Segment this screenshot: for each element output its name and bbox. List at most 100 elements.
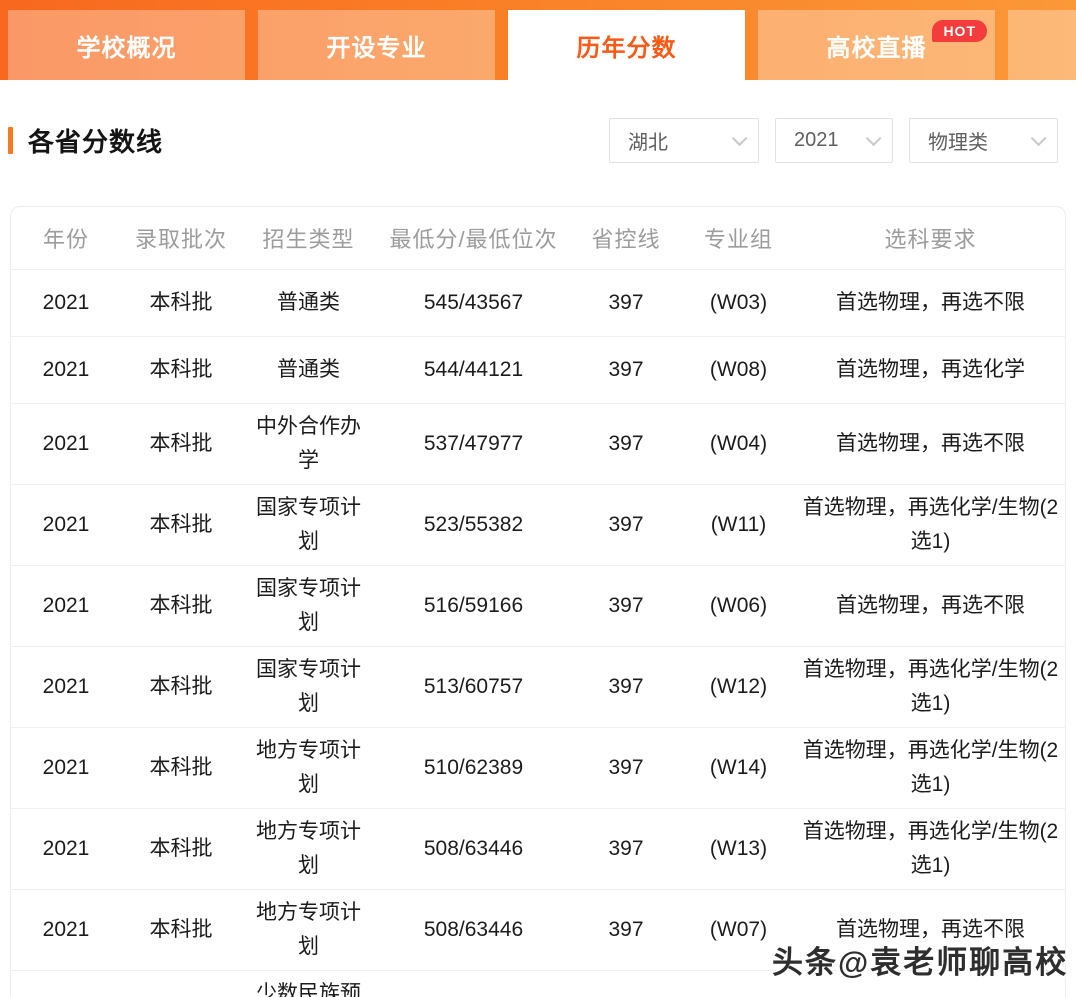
cell-year: 2021 [11, 564, 121, 646]
scores-card: 年份 录取批次 招生类型 最低分/最低位次 省控线 专业组 选科要求 2021 本… [10, 206, 1066, 997]
category-select[interactable]: 物理类 [909, 117, 1058, 163]
title-marker-bar [8, 126, 13, 154]
cell-major-group: (W07) [681, 888, 796, 970]
chevron-down-icon [865, 130, 882, 146]
cell-batch: 本科批 [121, 726, 241, 808]
table-row: 2021 本科批 国家专项计划 513/60757 397 (W12) 首选物理，再选化学/… [11, 645, 1065, 727]
scores-table: 年份 录取批次 招生类型 最低分/最低位次 省控线 专业组 选科要求 2021 本… [11, 207, 1065, 997]
cell-year: 2021 [11, 645, 121, 727]
cell-year: 2021 [11, 335, 121, 403]
cell-year: 2021 [11, 402, 121, 484]
cell-major-group: (W12) [681, 645, 796, 727]
cell-subject-requirements: 首选物理，再选不限 [796, 969, 1065, 997]
column-header-year: 年份 [42, 226, 89, 252]
table-row: 2021本科批少数民族预科班498/68692397(W05)首选物理，再选不限 [11, 969, 1065, 997]
cell-batch: 本科批 [121, 564, 241, 646]
section-header: 各省分数线 湖北 2021 物理类 [0, 117, 1076, 163]
cell-batch: 本科批 [121, 335, 241, 403]
cell-min-score-rank: 523/55382 [376, 483, 571, 565]
cell-enroll-type: 普通类 [241, 335, 376, 403]
cell-year: 2021 [11, 268, 121, 336]
year-select[interactable]: 2021 [775, 117, 893, 163]
cell-year: 2021 [11, 888, 121, 970]
cell-major-group: (W13) [681, 807, 796, 889]
cell-batch: 本科批 [121, 268, 241, 336]
tab-university-live[interactable]: 高校直播 HOT [758, 10, 995, 80]
tab-label: 高校直播 [826, 34, 927, 62]
tab-majors-offered[interactable]: 开设专业 [258, 10, 495, 80]
tab-bar: 学校概况 开设专业 历年分数 高校直播 HOT [0, 0, 1076, 80]
cell-control-line: 397 [571, 969, 681, 997]
cell-enroll-type: 国家专项计划 [241, 483, 376, 565]
table-row: 2021 本科批 国家专项计划 516/59166 397 (W06) 首选物理，再选不限 [11, 564, 1065, 646]
cell-batch: 本科批 [121, 645, 241, 727]
cell-control-line: 397 [571, 807, 681, 889]
cell-major-group: (W04) [681, 402, 796, 484]
tab-label: 历年分数 [576, 34, 677, 62]
cell-control-line: 397 [571, 402, 681, 484]
cell-enroll-type: 地方专项计划 [241, 807, 376, 889]
cell-enroll-type: 少数民族预科班 [241, 969, 376, 997]
column-header-control-line: 省控线 [591, 226, 661, 252]
cell-batch: 本科批 [121, 888, 241, 970]
tab-label: 开设专业 [326, 34, 427, 62]
cell-subject-requirements: 首选物理，再选化学/生物(2选1) [796, 807, 1065, 889]
cell-major-group: (W08) [681, 335, 796, 403]
table-row: 2021 本科批 地方专项计划 508/63446 397 (W13) 首选物理，再选化学/… [11, 807, 1065, 889]
cell-control-line: 397 [571, 335, 681, 403]
cell-major-group: (W11) [681, 483, 796, 565]
cell-subject-requirements: 首选物理，再选不限 [796, 564, 1065, 646]
cell-year: 2021 [11, 726, 121, 808]
cell-year: 2021 [11, 807, 121, 889]
cell-batch: 本科批 [121, 483, 241, 565]
tab-school-overview[interactable]: 学校概况 [8, 10, 245, 80]
column-header-batch: 录取批次 [134, 226, 227, 252]
column-header-major-group: 专业组 [703, 226, 773, 252]
cell-subject-requirements: 首选物理，再选化学/生物(2选1) [796, 726, 1065, 808]
province-select[interactable]: 湖北 [609, 117, 759, 163]
cell-batch: 本科批 [121, 402, 241, 484]
cell-control-line: 397 [571, 888, 681, 970]
cell-min-score-rank: 508/63446 [376, 807, 571, 889]
cell-enroll-type: 中外合作办学 [241, 402, 376, 484]
table-row: 2021 本科批 国家专项计划 523/55382 397 (W11) 首选物理，再选化学/… [11, 483, 1065, 565]
cell-enroll-type: 国家专项计划 [241, 645, 376, 727]
filter-group: 湖北 2021 物理类 [609, 117, 1058, 163]
cell-control-line: 397 [571, 483, 681, 565]
cell-subject-requirements: 首选物理，再选化学/生物(2选1) [796, 483, 1065, 565]
cell-subject-requirements: 首选物理，再选不限 [796, 888, 1065, 970]
cell-major-group: (W14) [681, 726, 796, 808]
scores-table-body: 2021 本科批 普通类 545/43567 397 (W03) 首选物理，再选不限 2021… [11, 268, 1065, 997]
table-row: 2021 本科批 地方专项计划 508/63446 397 (W07) 首选物理，再选不限 [11, 888, 1065, 970]
chevron-down-icon [731, 130, 748, 146]
cell-year: 2021 [11, 969, 121, 997]
tab-historical-scores[interactable]: 历年分数 [508, 10, 745, 80]
cell-enroll-type: 国家专项计划 [241, 564, 376, 646]
cell-batch: 本科批 [121, 969, 241, 997]
title-wrap: 各省分数线 [8, 122, 163, 159]
cell-control-line: 397 [571, 268, 681, 336]
cell-year: 2021 [11, 483, 121, 565]
cell-min-score-rank: 510/62389 [376, 726, 571, 808]
tab-partial-clipped[interactable] [1008, 10, 1076, 80]
cell-min-score-rank: 498/68692 [376, 969, 571, 997]
cell-subject-requirements: 首选物理，再选化学 [796, 335, 1065, 403]
table-row: 2021 本科批 普通类 544/44121 397 (W08) 首选物理，再选化学 [11, 335, 1065, 403]
category-select-value: 物理类 [928, 131, 988, 154]
table-row: 2021 本科批 普通类 545/43567 397 (W03) 首选物理，再选不限 [11, 268, 1065, 336]
cell-min-score-rank: 545/43567 [376, 268, 571, 336]
cell-subject-requirements: 首选物理，再选不限 [796, 402, 1065, 484]
cell-control-line: 397 [571, 645, 681, 727]
cell-subject-requirements: 首选物理，再选不限 [796, 268, 1065, 336]
column-header-enroll-type: 招生类型 [262, 226, 355, 252]
chevron-down-icon [1030, 130, 1047, 146]
tab-label: 学校概况 [76, 34, 177, 62]
column-header-subject-requirements: 选科要求 [884, 226, 977, 252]
column-header-min-score-rank: 最低分/最低位次 [389, 226, 558, 252]
cell-min-score-rank: 516/59166 [376, 564, 571, 646]
hot-badge: HOT [932, 20, 987, 42]
year-select-value: 2021 [794, 128, 839, 151]
table-row: 2021 本科批 地方专项计划 510/62389 397 (W14) 首选物理，再选化学/… [11, 726, 1065, 808]
cell-min-score-rank: 513/60757 [376, 645, 571, 727]
cell-major-group: (W05) [681, 969, 796, 997]
